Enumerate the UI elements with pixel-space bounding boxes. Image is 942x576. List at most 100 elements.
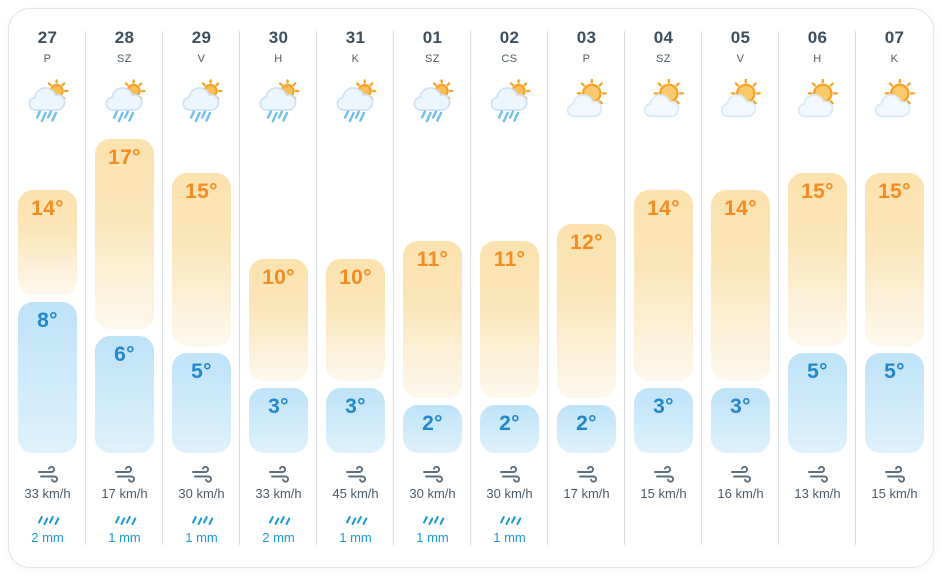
day-column[interactable]: 03 P 12° 2° 17 km/h [548,9,625,567]
date-number: 27 [37,28,58,47]
wind-speed: 13 km/h [794,486,841,501]
rain-sun-cloud-icon [333,79,379,125]
rain-sun-cloud-icon [25,79,71,125]
precipitation-amount: 1 mm [108,530,141,545]
date-number: 01 [422,28,443,47]
wind-icon [652,464,676,484]
rain-sun-cloud-icon [487,79,533,125]
column-divider [316,31,317,545]
high-temp-bar: 15° [865,172,924,347]
low-temp-label: 2° [576,411,597,435]
date-number: 28 [114,28,135,47]
high-temp-label: 14° [647,197,680,221]
wind-speed: 16 km/h [717,486,764,501]
day-column[interactable]: 27 P 14° 8° 33 km/h [9,9,86,567]
low-temp-bar: 3° [326,387,385,453]
wind-icon [729,464,753,484]
high-temp-label: 14° [724,197,757,221]
low-temp-label: 5° [191,360,212,384]
column-divider [778,31,779,545]
wind-speed: 17 km/h [101,486,148,501]
high-temp-label: 17° [108,145,141,169]
column-divider [393,31,394,545]
high-temp-bar: 12° [557,224,616,398]
sun-behind-cloud-icon [718,79,764,125]
wind-speed: 33 km/h [24,486,71,501]
precipitation-icon [420,514,446,527]
day-name: SZ [116,53,133,65]
low-temp-bar: 3° [711,387,770,453]
rain-sun-cloud-icon [179,79,225,125]
high-temp-label: 15° [801,179,834,203]
day-column[interactable]: 30 H 10° 3° 33 km/h [240,9,317,567]
precipitation-icon [189,514,215,527]
high-temp-label: 10° [262,265,295,289]
column-divider [624,31,625,545]
precipitation-amount: 1 mm [339,530,372,545]
day-column[interactable]: 29 V 15° 5° 30 km/h [163,9,240,567]
high-temp-bar: 14° [18,190,77,295]
wind-speed: 33 km/h [255,486,302,501]
day-column[interactable]: 06 H 15° 5° 13 km/h [779,9,856,567]
low-temp-label: 3° [653,394,674,418]
precipitation-amount: 1 mm [185,530,218,545]
weather-forecast-widget: 27 P 14° 8° 33 km/h [8,8,934,568]
day-name: H [274,53,283,65]
high-temp-bar: 14° [711,190,770,381]
day-name: CS [501,53,518,65]
high-temp-label: 12° [570,231,603,255]
wind-icon [36,464,60,484]
high-temp-bar: 15° [172,172,231,347]
day-column[interactable]: 31 K 10° 3° 45 km/h [317,9,394,567]
high-temp-bar: 15° [788,172,847,347]
day-column[interactable]: 01 SZ 11° 2° 30 km/h [394,9,471,567]
sun-behind-cloud-icon [641,79,687,125]
rain-sun-cloud-icon [410,79,456,125]
low-temp-bar: 5° [172,353,231,453]
wind-icon [190,464,214,484]
date-number: 06 [807,28,828,47]
column-divider [470,31,471,545]
day-name: V [197,53,206,65]
low-temp-bar: 2° [480,404,539,453]
column-divider [85,31,86,545]
precipitation-amount: 1 mm [416,530,449,545]
high-temp-bar: 17° [95,138,154,330]
day-column[interactable]: 07 K 15° 5° 15 km/h [856,9,933,567]
sun-behind-cloud-icon [564,79,610,125]
day-name: H [813,53,822,65]
day-column[interactable]: 05 V 14° 3° 16 km/h [702,9,779,567]
low-temp-bar: 5° [788,353,847,453]
low-temp-label: 6° [114,343,135,367]
date-number: 31 [345,28,366,47]
date-number: 29 [191,28,212,47]
rain-sun-cloud-icon [102,79,148,125]
sun-behind-cloud-icon [795,79,841,125]
low-temp-bar: 5° [865,353,924,453]
precipitation-icon [497,514,523,527]
precipitation-icon [266,514,292,527]
high-temp-bar: 14° [634,190,693,381]
low-temp-label: 5° [884,360,905,384]
high-temp-label: 10° [339,265,372,289]
wind-speed: 17 km/h [563,486,610,501]
low-temp-bar: 8° [18,301,77,453]
wind-icon [883,464,907,484]
wind-icon [421,464,445,484]
low-temp-label: 5° [807,360,828,384]
high-temp-label: 15° [185,179,218,203]
day-name: SZ [424,53,441,65]
precipitation-amount: 2 mm [262,530,295,545]
day-column[interactable]: 28 SZ 17° 6° 17 km/h [86,9,163,567]
high-temp-bar: 11° [403,241,462,398]
low-temp-label: 3° [730,394,751,418]
high-temp-bar: 11° [480,241,539,398]
low-temp-label: 2° [422,411,443,435]
day-column[interactable]: 02 CS 11° 2° 30 km/h [471,9,548,567]
rain-sun-cloud-icon [256,79,302,125]
column-divider [239,31,240,545]
date-number: 05 [730,28,751,47]
wind-speed: 15 km/h [871,486,918,501]
day-column[interactable]: 04 SZ 14° 3° 15 km/h [625,9,702,567]
high-temp-bar: 10° [249,258,308,381]
